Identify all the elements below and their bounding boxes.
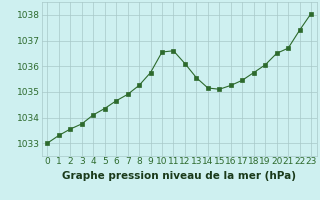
X-axis label: Graphe pression niveau de la mer (hPa): Graphe pression niveau de la mer (hPa) [62,171,296,181]
